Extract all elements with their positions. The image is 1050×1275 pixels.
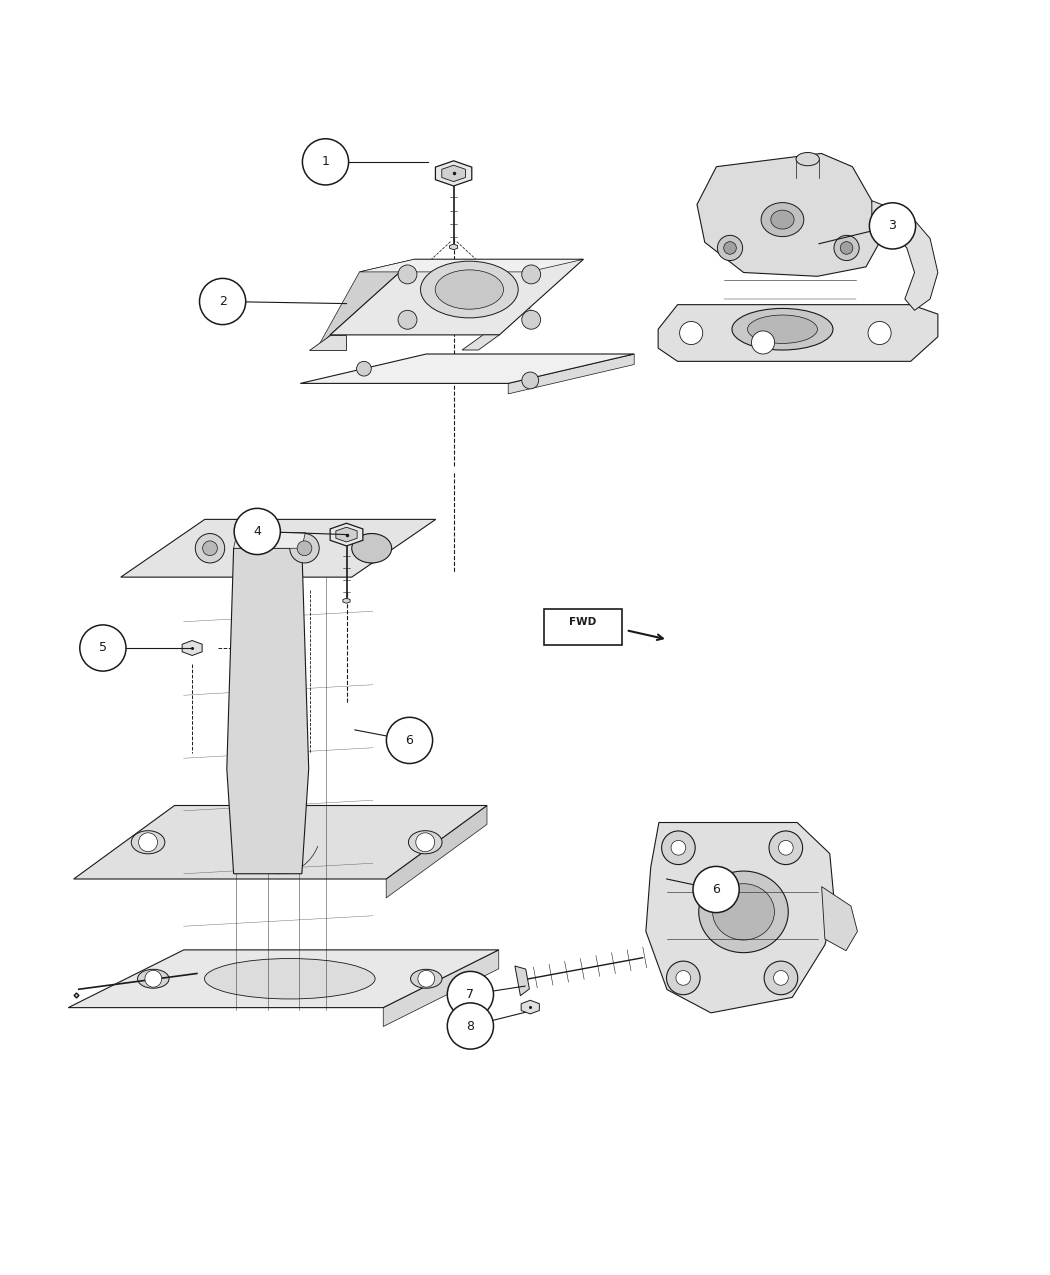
Polygon shape [386, 806, 487, 898]
Circle shape [195, 533, 225, 564]
Polygon shape [508, 354, 634, 394]
Circle shape [774, 970, 789, 986]
Text: 6: 6 [712, 884, 720, 896]
Polygon shape [646, 822, 835, 1012]
Ellipse shape [131, 831, 165, 854]
Circle shape [723, 242, 736, 254]
Polygon shape [658, 305, 938, 361]
Ellipse shape [698, 871, 789, 952]
Polygon shape [74, 806, 487, 878]
Polygon shape [436, 161, 471, 186]
Circle shape [662, 831, 695, 864]
Circle shape [364, 541, 379, 556]
Circle shape [868, 321, 891, 344]
Circle shape [522, 372, 539, 389]
Circle shape [398, 310, 417, 329]
Polygon shape [697, 153, 880, 277]
Circle shape [386, 718, 433, 764]
Polygon shape [121, 519, 436, 578]
Ellipse shape [138, 969, 169, 988]
Polygon shape [227, 548, 309, 873]
Text: 3: 3 [888, 219, 897, 232]
Polygon shape [317, 259, 414, 348]
Polygon shape [330, 523, 363, 546]
Circle shape [145, 970, 162, 987]
Circle shape [717, 236, 742, 260]
Circle shape [752, 332, 775, 354]
Ellipse shape [420, 261, 519, 317]
Circle shape [398, 265, 417, 284]
Text: 1: 1 [321, 156, 330, 168]
Ellipse shape [713, 884, 775, 940]
Circle shape [869, 203, 916, 249]
Circle shape [764, 961, 798, 994]
Circle shape [80, 625, 126, 671]
Polygon shape [383, 950, 499, 1026]
Polygon shape [462, 335, 500, 351]
Polygon shape [872, 200, 938, 310]
Polygon shape [821, 886, 858, 951]
Polygon shape [68, 950, 499, 1007]
Polygon shape [343, 598, 350, 603]
Polygon shape [336, 528, 357, 542]
Circle shape [693, 867, 739, 913]
Ellipse shape [748, 315, 817, 343]
Ellipse shape [796, 153, 819, 166]
Ellipse shape [761, 203, 804, 237]
Circle shape [139, 833, 157, 852]
Text: 6: 6 [405, 734, 414, 747]
Circle shape [834, 236, 859, 260]
Circle shape [200, 278, 246, 325]
Polygon shape [359, 259, 584, 272]
Polygon shape [521, 1001, 540, 1014]
Circle shape [302, 139, 349, 185]
Polygon shape [330, 259, 584, 335]
Circle shape [769, 831, 802, 864]
Text: 7: 7 [466, 988, 475, 1001]
Ellipse shape [205, 959, 375, 1000]
Circle shape [234, 509, 280, 555]
Polygon shape [442, 166, 465, 181]
Ellipse shape [352, 533, 392, 564]
Circle shape [418, 970, 435, 987]
Polygon shape [300, 354, 634, 384]
Circle shape [522, 310, 541, 329]
Text: 5: 5 [99, 641, 107, 654]
Circle shape [447, 1003, 494, 1049]
Circle shape [447, 972, 494, 1017]
Polygon shape [182, 640, 203, 655]
Ellipse shape [408, 831, 442, 854]
Text: FWD: FWD [569, 617, 596, 627]
Circle shape [357, 533, 386, 564]
Circle shape [840, 242, 853, 254]
Circle shape [297, 541, 312, 556]
Polygon shape [449, 244, 458, 250]
Ellipse shape [732, 309, 833, 351]
Circle shape [676, 970, 691, 986]
Polygon shape [514, 966, 529, 996]
Circle shape [416, 833, 435, 852]
FancyBboxPatch shape [544, 609, 622, 645]
Ellipse shape [435, 270, 504, 309]
Text: 8: 8 [466, 1020, 475, 1033]
Text: 2: 2 [218, 295, 227, 309]
Circle shape [522, 265, 541, 284]
Circle shape [290, 533, 319, 564]
Circle shape [357, 361, 372, 376]
Ellipse shape [411, 969, 442, 988]
Text: 4: 4 [253, 525, 261, 538]
Circle shape [671, 840, 686, 856]
Polygon shape [233, 533, 306, 548]
Polygon shape [309, 335, 346, 351]
Circle shape [667, 961, 700, 994]
Circle shape [679, 321, 702, 344]
Circle shape [778, 840, 793, 856]
Ellipse shape [771, 210, 794, 229]
Circle shape [203, 541, 217, 556]
